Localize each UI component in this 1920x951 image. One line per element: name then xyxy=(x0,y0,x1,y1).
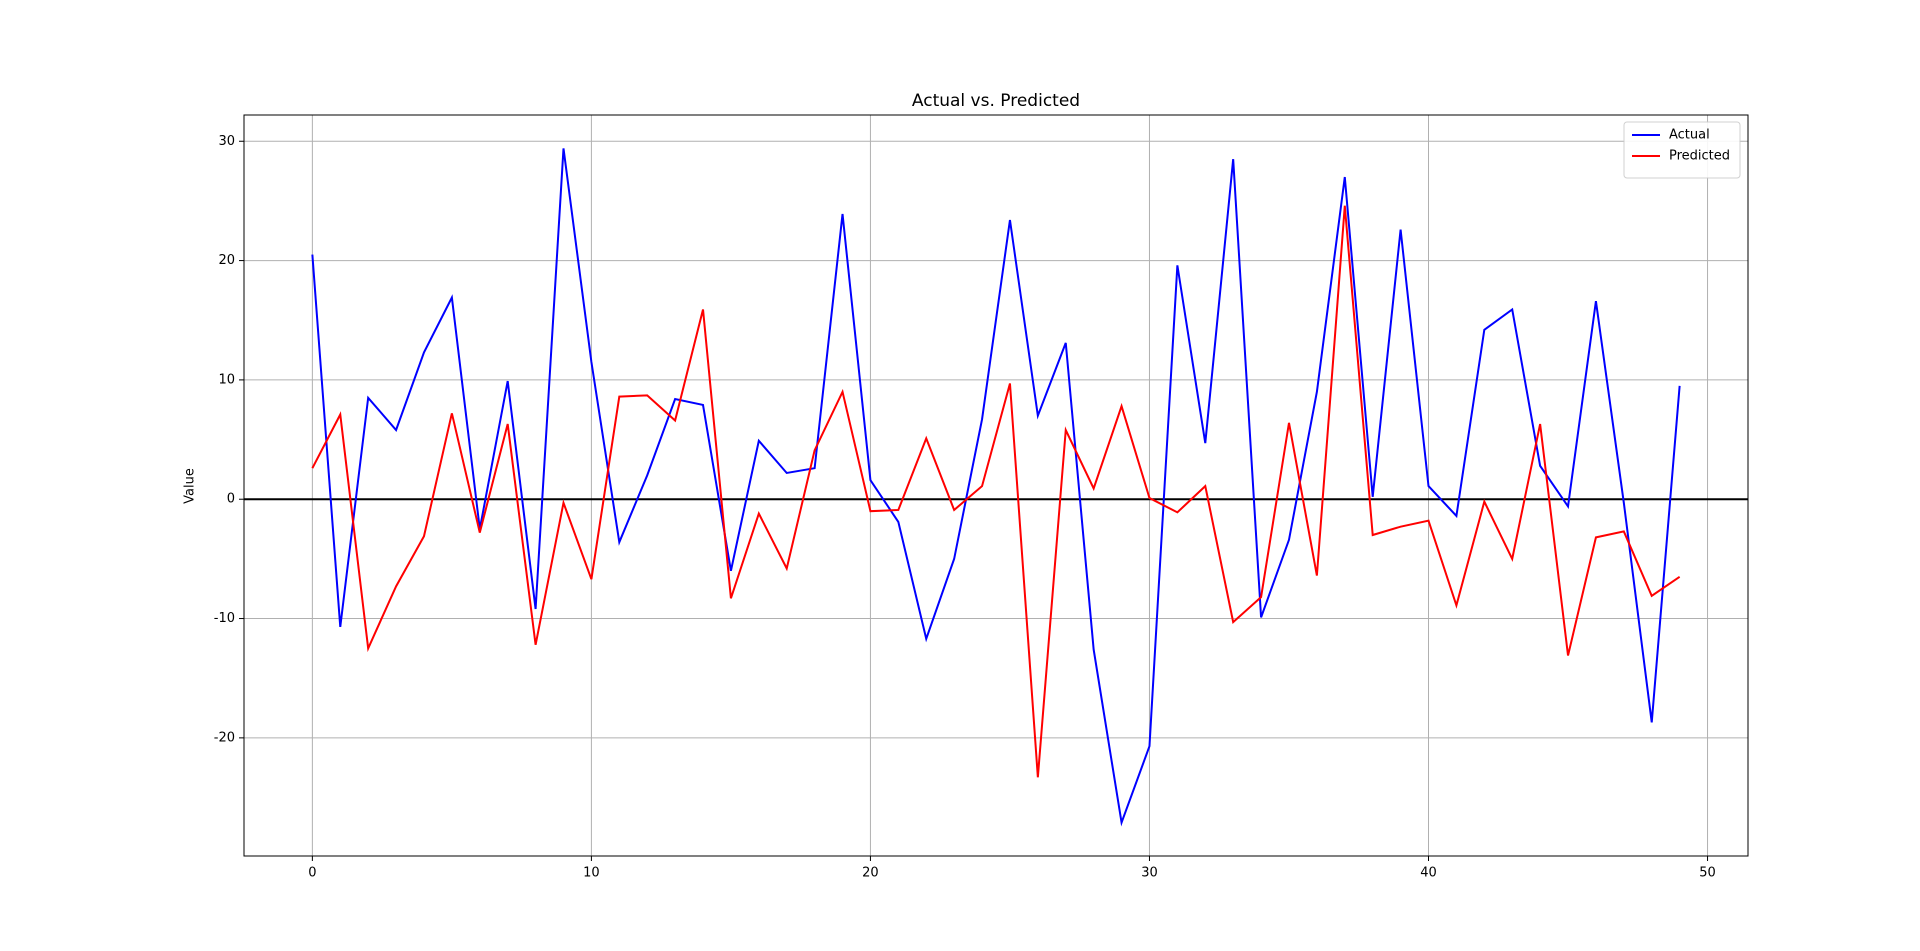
x-tick-label: 40 xyxy=(1420,866,1437,881)
y-tick-label: 0 xyxy=(227,492,235,507)
x-tick-label: 0 xyxy=(308,866,316,881)
y-axis-label: Value xyxy=(183,468,198,504)
x-tick-label: 20 xyxy=(862,866,879,881)
y-tick-label: 10 xyxy=(218,372,235,387)
chart-title: Actual vs. Predicted xyxy=(912,91,1080,111)
y-tick-label: -20 xyxy=(214,730,235,745)
series-line xyxy=(311,148,1681,827)
y-tick-label: 30 xyxy=(218,134,235,149)
plot-frame xyxy=(243,114,1749,857)
legend-label: Actual xyxy=(1669,128,1710,143)
x-tick-label: 50 xyxy=(1699,866,1716,881)
y-tick-label: 20 xyxy=(218,253,235,268)
legend-label: Predicted xyxy=(1669,149,1730,164)
x-tick-label: 10 xyxy=(583,866,600,881)
y-tick-label: -10 xyxy=(214,611,235,626)
x-tick-label: 30 xyxy=(1141,866,1158,881)
series-line xyxy=(311,205,1681,778)
